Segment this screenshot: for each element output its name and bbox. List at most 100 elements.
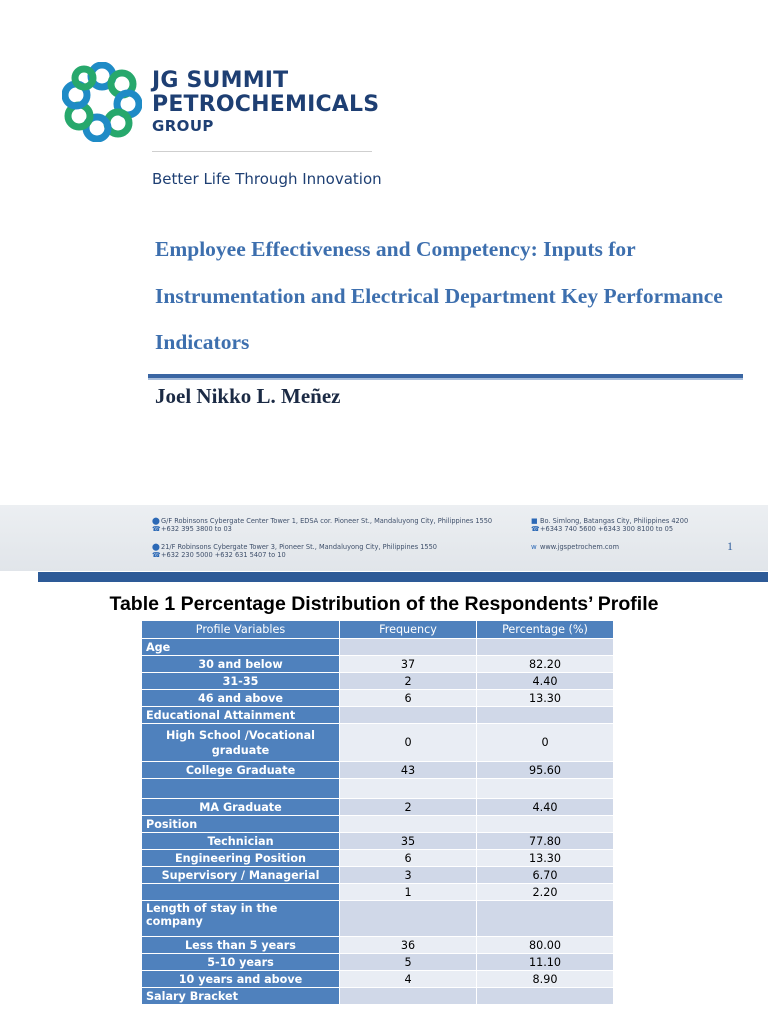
variable-label <box>141 778 340 799</box>
percentage-cell: 0 <box>476 723 614 762</box>
percentage-cell <box>476 987 614 1005</box>
frequency-cell: 1 <box>339 883 477 901</box>
percentage-cell <box>476 815 614 833</box>
phone-icon: ☎ <box>152 551 161 559</box>
frequency-cell: 37 <box>339 655 477 673</box>
title-divider <box>148 374 743 378</box>
table-row: MA Graduate 2 4.40 <box>141 798 614 816</box>
frequency-cell <box>339 638 477 656</box>
percentage-cell: 6.70 <box>476 866 614 884</box>
office-2-contact: ⬤21/F Robinsons Cybergate Tower 3, Pione… <box>152 543 437 559</box>
percentage-cell: 95.60 <box>476 761 614 779</box>
column-header-profile-variables: Profile Variables <box>141 620 340 639</box>
table-row: Length of stay in the company <box>141 900 614 937</box>
frequency-cell <box>339 778 477 799</box>
table-row: High School /Vocational graduate 0 0 <box>141 723 614 762</box>
location-pin-icon: ⬤ <box>152 543 160 551</box>
logo-line-1: JG SUMMIT <box>152 68 289 93</box>
percentage-cell: 13.30 <box>476 849 614 867</box>
percentage-cell: 82.20 <box>476 655 614 673</box>
table-row: Engineering Position 6 13.30 <box>141 849 614 867</box>
column-header-frequency: Frequency <box>339 620 477 639</box>
frequency-cell <box>339 987 477 1005</box>
frequency-cell: 4 <box>339 970 477 988</box>
frequency-cell <box>339 815 477 833</box>
variable-label: 31-35 <box>141 672 340 690</box>
footer-contact-band: ⬤G/F Robinsons Cybergate Center Tower 1,… <box>0 505 768 571</box>
table-row: Supervisory / Managerial 3 6.70 <box>141 866 614 884</box>
variable-label: Technician <box>141 832 340 850</box>
table-row: 10 years and above 4 8.90 <box>141 970 614 988</box>
logo-line-2: PETROCHEMICALS <box>152 92 380 117</box>
category-label: Position <box>141 815 340 833</box>
phone-icon: ☎ <box>152 525 161 533</box>
frequency-cell: 3 <box>339 866 477 884</box>
slide-page-number: 1 <box>727 539 733 553</box>
table-row: Salary Bracket <box>141 987 614 1005</box>
website-link[interactable]: www.jgspetrochem.com <box>540 543 620 551</box>
category-label: Salary Bracket <box>141 987 340 1005</box>
table-row: Position <box>141 815 614 833</box>
percentage-cell: 4.40 <box>476 798 614 816</box>
table-row: 31-35 2 4.40 <box>141 672 614 690</box>
frequency-cell: 35 <box>339 832 477 850</box>
building-icon: ■ <box>531 517 538 525</box>
title-slide: JG SUMMIT PETROCHEMICALS GROUP Better Li… <box>0 62 768 582</box>
frequency-cell: 2 <box>339 672 477 690</box>
table-row: Age <box>141 638 614 656</box>
category-label: Length of stay in the company <box>141 900 340 937</box>
table-row: Educational Attainment <box>141 706 614 724</box>
percentage-cell: 80.00 <box>476 936 614 954</box>
percentage-cell: 13.30 <box>476 689 614 707</box>
variable-label: 10 years and above <box>141 970 340 988</box>
variable-label: MA Graduate <box>141 798 340 816</box>
table-row: 30 and below 37 82.20 <box>141 655 614 673</box>
variable-label: 30 and below <box>141 655 340 673</box>
logo-line-3: GROUP <box>152 117 214 135</box>
frequency-cell: 6 <box>339 689 477 707</box>
column-header-percentage: Percentage (%) <box>476 620 614 639</box>
website-contact: w www.jgspetrochem.com <box>531 543 619 551</box>
frequency-cell: 0 <box>339 723 477 762</box>
variable-label: Less than 5 years <box>141 936 340 954</box>
respondents-profile-table: Profile Variables Frequency Percentage (… <box>141 620 614 1005</box>
variable-label: High School /Vocational graduate <box>141 723 340 762</box>
percentage-cell <box>476 638 614 656</box>
frequency-cell <box>339 706 477 724</box>
plant-contact: ■ Bo. Simlong, Batangas City, Philippines… <box>531 517 688 533</box>
table-row: 1 2.20 <box>141 883 614 901</box>
table-row: College Graduate 43 95.60 <box>141 761 614 779</box>
category-label: Age <box>141 638 340 656</box>
table-title: Table 1 Percentage Distribution of the R… <box>109 593 659 615</box>
author-name: Joel Nikko L. Meñez <box>155 384 341 408</box>
category-label: Educational Attainment <box>141 706 340 724</box>
percentage-cell <box>476 706 614 724</box>
percentage-cell <box>476 900 614 937</box>
tagline: Better Life Through Innovation <box>152 170 382 188</box>
slide-title: Employee Effectiveness and Competency: I… <box>155 237 723 354</box>
office-1-address: G/F Robinsons Cybergate Center Tower 1, … <box>161 517 493 525</box>
frequency-cell <box>339 900 477 937</box>
frequency-cell: 43 <box>339 761 477 779</box>
table-row: Less than 5 years 36 80.00 <box>141 936 614 954</box>
company-logo-text: JG SUMMIT PETROCHEMICALS GROUP <box>152 70 379 134</box>
variable-label: Supervisory / Managerial <box>141 866 340 884</box>
variable-label: 46 and above <box>141 689 340 707</box>
office-2-phone: +632 230 5000 +632 631 5407 to 10 <box>161 551 286 559</box>
office-2-address: 21/F Robinsons Cybergate Tower 3, Pionee… <box>161 543 438 551</box>
table-row: 5-10 years 5 11.10 <box>141 953 614 971</box>
location-pin-icon: ⬤ <box>152 517 160 525</box>
percentage-cell: 77.80 <box>476 832 614 850</box>
variable-label <box>141 883 340 901</box>
office-1-phone: +632 395 3800 to 03 <box>161 525 232 533</box>
percentage-cell: 8.90 <box>476 970 614 988</box>
plant-phone: +6343 740 5600 +6343 300 8100 to 05 <box>540 525 674 533</box>
frequency-cell: 5 <box>339 953 477 971</box>
percentage-cell: 2.20 <box>476 883 614 901</box>
jg-summit-logo-icon <box>62 62 142 142</box>
table-row <box>141 778 614 799</box>
title-divider-shadow <box>148 378 743 380</box>
frequency-cell: 36 <box>339 936 477 954</box>
variable-label: Engineering Position <box>141 849 340 867</box>
percentage-cell: 11.10 <box>476 953 614 971</box>
